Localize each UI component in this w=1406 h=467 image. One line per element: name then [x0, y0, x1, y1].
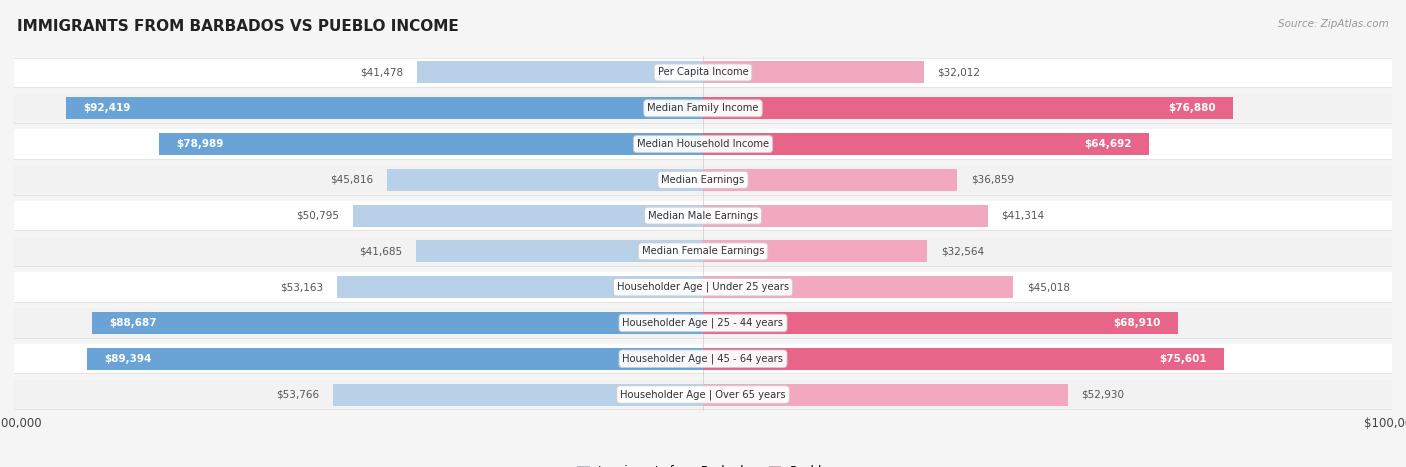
Text: $75,601: $75,601	[1159, 354, 1206, 364]
Legend: Immigrants from Barbados, Pueblo: Immigrants from Barbados, Pueblo	[572, 460, 834, 467]
Bar	[703, 169, 957, 191]
Text: Per Capita Income: Per Capita Income	[658, 68, 748, 78]
Bar	[87, 348, 703, 370]
Text: $76,880: $76,880	[1168, 103, 1215, 113]
Bar	[416, 241, 703, 262]
Text: $53,163: $53,163	[280, 282, 323, 292]
Bar	[14, 58, 1392, 87]
Bar	[14, 93, 1392, 123]
Text: $52,930: $52,930	[1081, 389, 1125, 399]
Bar	[703, 205, 987, 226]
Text: $92,419: $92,419	[83, 103, 131, 113]
Text: $50,795: $50,795	[297, 211, 339, 220]
Text: $89,394: $89,394	[104, 354, 152, 364]
Bar	[14, 237, 1392, 266]
Bar	[703, 383, 1067, 405]
Text: Median Earnings: Median Earnings	[661, 175, 745, 185]
Bar	[703, 241, 928, 262]
Bar	[159, 133, 703, 155]
Text: $32,012: $32,012	[938, 68, 980, 78]
Text: Median Male Earnings: Median Male Earnings	[648, 211, 758, 220]
Text: $45,018: $45,018	[1026, 282, 1070, 292]
Text: $41,314: $41,314	[1001, 211, 1045, 220]
Bar	[14, 308, 1392, 338]
Bar	[703, 276, 1014, 298]
Bar	[91, 312, 703, 334]
Bar	[703, 97, 1233, 119]
Text: $41,685: $41,685	[359, 247, 402, 256]
Text: $36,859: $36,859	[970, 175, 1014, 185]
Bar	[66, 97, 703, 119]
Text: Median Female Earnings: Median Female Earnings	[641, 247, 765, 256]
Bar	[14, 129, 1392, 159]
Text: Householder Age | 45 - 64 years: Householder Age | 45 - 64 years	[623, 354, 783, 364]
Text: Householder Age | 25 - 44 years: Householder Age | 25 - 44 years	[623, 318, 783, 328]
Text: Source: ZipAtlas.com: Source: ZipAtlas.com	[1278, 19, 1389, 28]
Text: Householder Age | Over 65 years: Householder Age | Over 65 years	[620, 389, 786, 400]
Bar	[388, 169, 703, 191]
Text: Median Household Income: Median Household Income	[637, 139, 769, 149]
Bar	[14, 380, 1392, 409]
Bar	[14, 201, 1392, 230]
Text: Median Family Income: Median Family Income	[647, 103, 759, 113]
Bar	[333, 383, 703, 405]
Bar	[703, 62, 924, 84]
Text: $41,478: $41,478	[360, 68, 404, 78]
Text: $64,692: $64,692	[1084, 139, 1132, 149]
Text: $78,989: $78,989	[176, 139, 224, 149]
Bar	[14, 165, 1392, 194]
Text: $32,564: $32,564	[941, 247, 984, 256]
Bar	[14, 273, 1392, 302]
Text: $45,816: $45,816	[330, 175, 374, 185]
Text: $53,766: $53,766	[276, 389, 319, 399]
Bar	[703, 312, 1178, 334]
Bar	[703, 348, 1223, 370]
Bar	[14, 344, 1392, 374]
Text: Householder Age | Under 25 years: Householder Age | Under 25 years	[617, 282, 789, 292]
Bar	[353, 205, 703, 226]
Text: IMMIGRANTS FROM BARBADOS VS PUEBLO INCOME: IMMIGRANTS FROM BARBADOS VS PUEBLO INCOM…	[17, 19, 458, 34]
Text: $68,910: $68,910	[1114, 318, 1160, 328]
Bar	[337, 276, 703, 298]
Bar	[703, 133, 1149, 155]
Bar	[418, 62, 703, 84]
Text: $88,687: $88,687	[110, 318, 157, 328]
